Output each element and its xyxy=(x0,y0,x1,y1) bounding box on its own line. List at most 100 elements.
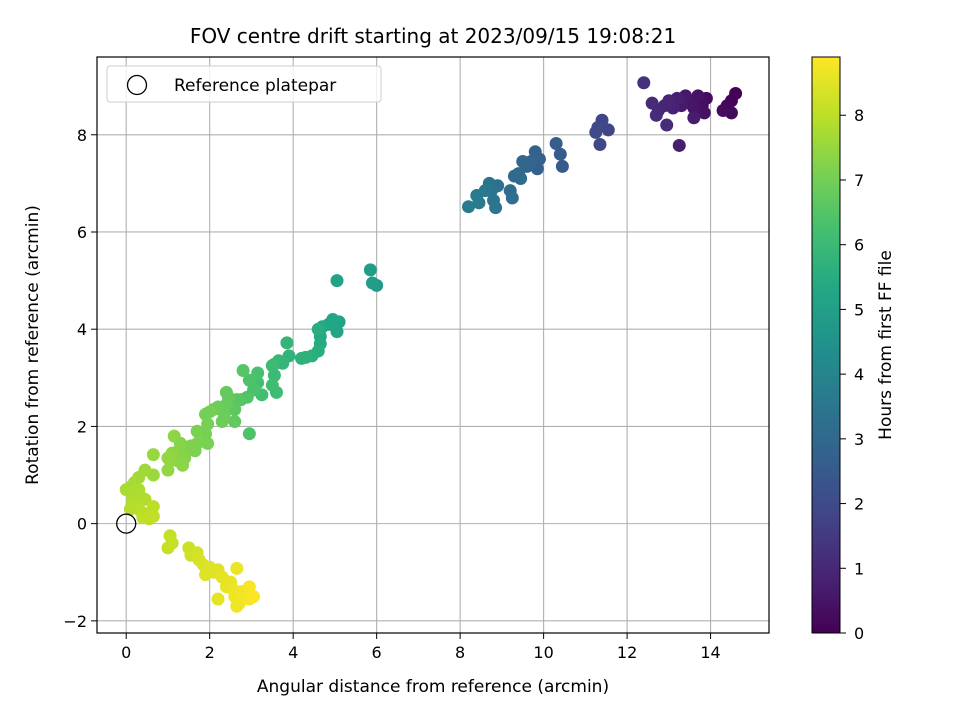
data-point xyxy=(136,511,150,525)
y-tick-label: 0 xyxy=(77,515,87,534)
data-point xyxy=(236,364,250,378)
chart-title: FOV centre drift starting at 2023/09/15 … xyxy=(190,24,676,48)
data-point xyxy=(330,274,344,288)
data-point xyxy=(146,448,160,462)
x-tick-label: 0 xyxy=(121,643,131,662)
data-point xyxy=(549,137,563,151)
data-point xyxy=(645,96,659,110)
colorbar-tick-label: 1 xyxy=(854,559,864,578)
y-tick-label: −2 xyxy=(63,612,87,631)
data-point xyxy=(138,492,152,506)
data-point xyxy=(146,509,160,523)
data-point xyxy=(265,378,279,392)
data-point xyxy=(215,415,229,429)
data-point xyxy=(593,137,607,151)
y-tick-label: 6 xyxy=(77,223,87,242)
data-point xyxy=(716,103,730,117)
x-tick-label: 6 xyxy=(372,643,382,662)
data-point xyxy=(176,458,190,472)
data-point xyxy=(146,500,160,514)
data-point xyxy=(461,200,475,214)
colorbar-label: Hours from first FF file xyxy=(876,250,896,440)
data-point xyxy=(167,429,181,443)
data-point xyxy=(589,125,603,139)
data-point xyxy=(660,118,674,132)
colorbar-tick-label: 0 xyxy=(854,624,864,643)
colorbar-tick-label: 8 xyxy=(854,106,864,125)
x-tick-label: 10 xyxy=(533,643,553,662)
legend-marker-icon xyxy=(126,74,148,96)
colorbar-ticks: 0 1 2 3 4 5 6 7 8 xyxy=(840,106,864,643)
y-axis-ticks: −2 0 2 4 6 8 xyxy=(63,126,97,631)
x-tick-label: 14 xyxy=(700,643,720,662)
x-axis-ticks: 0 2 4 6 8 10 12 14 xyxy=(121,633,721,662)
data-point xyxy=(505,191,519,205)
colorbar: 0 1 2 3 4 5 6 7 8 Hours from first FF file xyxy=(811,56,896,643)
reference-point-marker xyxy=(116,513,137,534)
data-point xyxy=(672,138,686,152)
data-point xyxy=(295,351,309,365)
data-points xyxy=(119,76,743,613)
colorbar-tick-label: 3 xyxy=(854,430,864,449)
data-point xyxy=(242,580,256,594)
y-tick-label: 4 xyxy=(77,320,87,339)
data-point xyxy=(472,196,486,210)
data-point xyxy=(697,106,711,120)
data-point xyxy=(211,592,225,606)
colorbar-tick-label: 5 xyxy=(854,300,864,319)
colorbar-gradient xyxy=(811,56,841,634)
data-point xyxy=(649,108,663,122)
data-point xyxy=(199,407,213,421)
data-point xyxy=(265,359,279,373)
data-point xyxy=(555,159,569,173)
data-point xyxy=(553,147,567,161)
data-point xyxy=(201,417,215,431)
data-point xyxy=(365,276,379,290)
y-axis-label: Rotation from reference (arcmin) xyxy=(23,205,43,485)
y-tick-label: 8 xyxy=(77,126,87,145)
colorbar-tick-label: 7 xyxy=(854,171,864,190)
data-point xyxy=(280,336,294,350)
data-point xyxy=(363,263,377,277)
x-tick-label: 8 xyxy=(455,643,465,662)
data-point xyxy=(330,325,344,339)
data-point xyxy=(251,366,265,380)
y-tick-label: 2 xyxy=(77,417,87,436)
plot-frame xyxy=(96,56,770,634)
data-point xyxy=(190,424,204,438)
x-tick-label: 4 xyxy=(288,643,298,662)
data-point xyxy=(242,373,256,387)
x-axis-label: Angular distance from reference (arcmin) xyxy=(257,677,609,697)
data-point xyxy=(311,322,325,336)
data-point xyxy=(528,145,542,159)
data-point xyxy=(230,599,244,613)
data-point xyxy=(161,541,175,555)
x-tick-label: 12 xyxy=(617,643,637,662)
colorbar-tick-label: 4 xyxy=(854,365,864,384)
data-point xyxy=(516,155,530,169)
data-point xyxy=(201,436,215,450)
data-point xyxy=(247,590,261,604)
data-point xyxy=(507,169,521,183)
data-point xyxy=(267,368,281,382)
data-point xyxy=(230,561,244,575)
colorbar-tick-label: 2 xyxy=(854,495,864,514)
data-point xyxy=(691,89,705,103)
data-point xyxy=(123,502,137,516)
data-point xyxy=(601,123,615,137)
reference-marker-group xyxy=(116,513,137,534)
legend: Reference platepar xyxy=(106,65,382,103)
colorbar-tick-label: 6 xyxy=(854,236,864,255)
data-point xyxy=(219,385,233,399)
data-point xyxy=(228,415,242,429)
data-point xyxy=(242,427,256,441)
legend-entry-label: Reference platepar xyxy=(174,76,336,96)
data-point xyxy=(489,201,503,215)
data-point xyxy=(161,463,175,477)
data-point xyxy=(161,451,175,465)
x-tick-label: 2 xyxy=(205,643,215,662)
data-point xyxy=(687,111,701,125)
data-point xyxy=(637,76,651,90)
legend-box xyxy=(106,65,382,103)
